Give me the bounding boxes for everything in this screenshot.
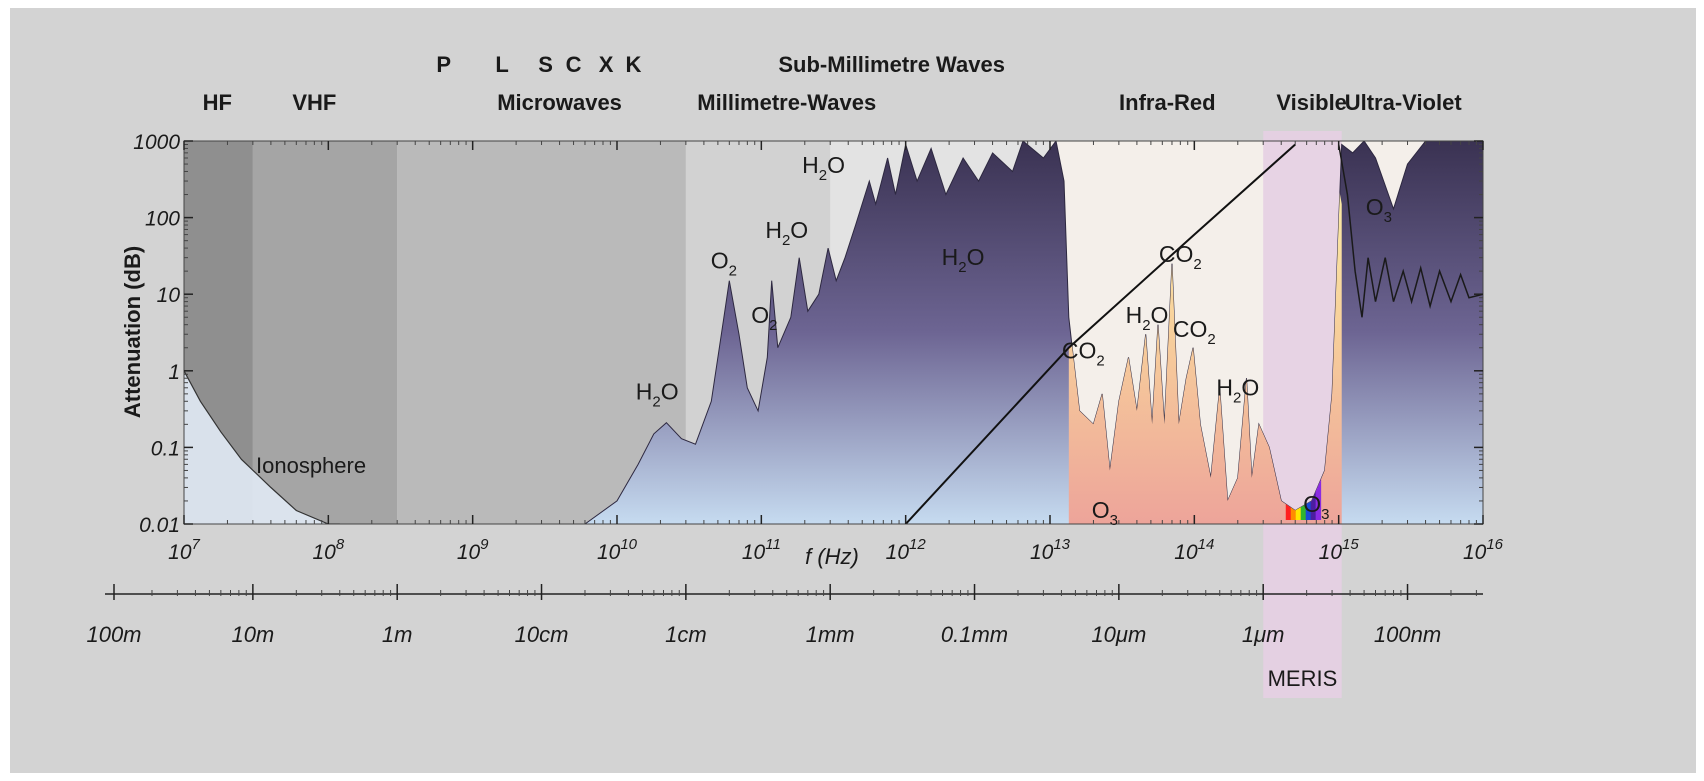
ionosphere-label: Ionosphere [256,453,366,478]
x-tick-label: 1016 [1463,536,1504,564]
y-tick-label: 1000 [133,131,180,154]
region-vhf [252,141,398,524]
wavelength-tick-label: 1m [382,622,413,647]
gas-label: H2O [942,244,985,276]
y-tick-label: 0.01 [139,514,180,537]
plot-frame [183,140,1484,525]
wavelength-tick-label: 100nm [1374,622,1441,647]
band-label: Microwaves [497,90,622,115]
x-tick-label: 1014 [1174,536,1214,564]
wavelength-tick-label: 1cm [665,622,707,647]
tick-marks [105,140,1484,600]
wavelength-tick-label: 10cm [515,622,569,647]
x-tick-label: 1012 [886,536,927,564]
gas-label: O3 [1303,491,1329,523]
band-label-upper: Sub-Millimetre Waves [778,52,1005,77]
gas-label: H2O [765,217,808,249]
wavelength-tick-label: 10m [231,622,274,647]
gas-label: O2 [751,302,777,334]
x-tick-label: 1010 [597,536,638,564]
band-label-upper: C [566,52,582,77]
band-label-upper: P [436,52,451,77]
wavelength-tick-label: 100m [86,622,141,647]
band-label: VHF [292,90,336,115]
ionosphere-area [184,370,340,524]
band-label: Visible [1276,90,1347,115]
x-tick-label: 1015 [1319,536,1360,564]
band-label: Ultra-Violet [1345,90,1463,115]
gas-label: O2 [711,248,737,280]
wavelength-tick-label: 1mm [806,622,855,647]
band-label: Millimetre-Waves [697,90,876,115]
transmission-envelope-line [904,143,1296,524]
y-tick-label: 1 [168,361,180,384]
band-label: HF [203,90,232,115]
gas-label: H2O [802,152,845,184]
y-axis-label: Attenuation (dB) [120,246,145,418]
ozone-line [1337,144,1483,318]
y-tick-label: 100 [145,208,180,231]
wavelength-tick-label: 10μm [1091,622,1146,647]
x-tick-label: 1011 [742,536,781,564]
band-label-upper: S [538,52,553,77]
x-tick-label: 1013 [1030,536,1071,564]
x-tick-label: 108 [312,536,344,564]
y-tick-label: 10 [157,284,181,307]
band-label: Infra-Red [1119,90,1216,115]
gas-label: CO2 [1062,338,1105,370]
meris-band-layer [1263,131,1342,698]
meris-band [1263,131,1342,698]
y-tick-label: 0.1 [151,437,180,460]
band-label-upper: L [495,52,508,77]
wavelength-tick-label: 1μm [1242,622,1285,647]
region-microwave [397,141,686,524]
x-tick-label: 109 [457,536,489,564]
gas-label: H2O [1126,302,1169,334]
gas-label: CO2 [1173,316,1216,348]
band-label-upper: K [626,52,642,77]
x-axis-label: f (Hz) [805,544,859,569]
gas-label: H2O [1216,374,1259,406]
gas-label: H2O [636,379,679,411]
ionosphere-curve [184,370,340,524]
gas-label: O3 [1366,194,1392,226]
attenuation-chart: MERIS 1000 100 10 1 0.1 0.01 107 108 109 1010 1011 1… [10,8,1696,773]
meris-label: MERIS [1268,666,1338,691]
x-tick-label: 107 [168,536,200,564]
gas-label: O3 [1092,497,1118,529]
band-label-upper: X [599,52,614,77]
gas-label: CO2 [1159,241,1202,273]
wavelength-tick-label: 0.1mm [941,622,1008,647]
